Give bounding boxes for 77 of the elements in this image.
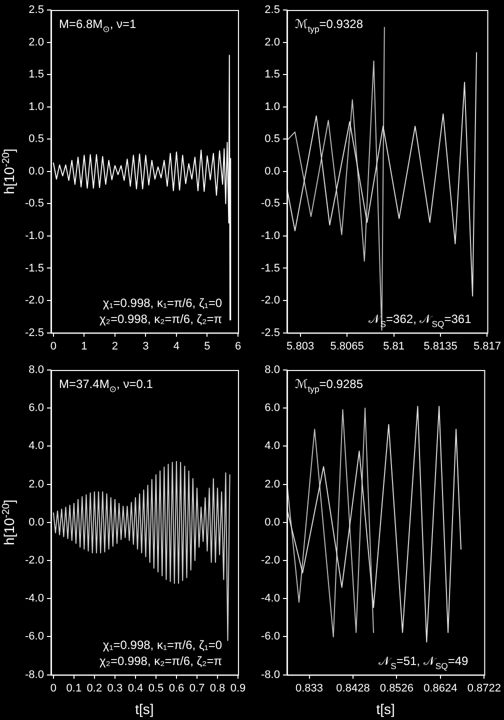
y-tick-label: 0.5 bbox=[28, 133, 44, 146]
y-tick-label: -1.5 bbox=[260, 262, 280, 274]
y-tick-label: -2.5 bbox=[260, 326, 280, 339]
x-tick-label: 1 bbox=[81, 340, 88, 352]
x-tick-label: 0.1 bbox=[66, 682, 82, 694]
y-tick-label: 0.0 bbox=[264, 516, 280, 528]
x-tick-label: 5.8135 bbox=[424, 340, 458, 352]
y-tick-label: 2.0 bbox=[28, 478, 44, 490]
annotation: χ₂=0.998, κ₂=π/6, ζ₂=π bbox=[99, 312, 222, 326]
x-tick-label: 0.2 bbox=[86, 682, 102, 694]
x-tick-label: 4 bbox=[173, 340, 180, 352]
y-tick-label: 8.0 bbox=[264, 364, 280, 376]
x-tick-label: 5.817 bbox=[473, 340, 501, 352]
x-tick-label: 6 bbox=[234, 340, 242, 352]
x-tick-label: 0.9 bbox=[230, 682, 246, 694]
x-tick-label: 0.4 bbox=[128, 682, 144, 694]
y-axis-title: h[10-20] bbox=[1, 148, 17, 194]
y-tick-label: -0.5 bbox=[260, 198, 280, 210]
y-tick-label: -2.0 bbox=[260, 294, 280, 307]
y-tick-label: 4.0 bbox=[264, 440, 280, 452]
y-tick-label: 0.0 bbox=[28, 516, 44, 528]
y-tick-label: -2.0 bbox=[24, 294, 44, 307]
y-axis-title: h[10-20] bbox=[1, 500, 17, 546]
annotation: M=6.8M⊙, ν=1 bbox=[58, 17, 137, 34]
x-axis-title: t[s] bbox=[135, 701, 154, 717]
y-tick-label: -1.0 bbox=[24, 230, 44, 242]
annotation: χ₁=0.998, κ₁=π/6, ζ₁=0 bbox=[102, 296, 222, 310]
x-tick-label: 0 bbox=[50, 340, 56, 352]
x-tick-label: 0.7 bbox=[189, 682, 205, 694]
y-tick-label: -8.0 bbox=[24, 668, 44, 681]
x-tick-label: 3 bbox=[142, 340, 149, 352]
x-tick-label: 0.6 bbox=[168, 682, 184, 694]
y-tick-label: 4.0 bbox=[28, 440, 44, 452]
y-tick-label: 1.5 bbox=[264, 68, 280, 81]
annotation: M=37.4M⊙, ν=0.1 bbox=[58, 377, 154, 394]
x-tick-label: 0.8526 bbox=[380, 682, 414, 694]
y-tick-label: 0.5 bbox=[264, 133, 280, 146]
x-axis-title: t[s] bbox=[376, 701, 395, 717]
y-tick-label: 2.5 bbox=[264, 4, 280, 16]
x-tick-label: 5.8065 bbox=[330, 340, 364, 352]
y-tick-label: -4.0 bbox=[260, 592, 280, 605]
x-tick-label: 0.3 bbox=[107, 682, 123, 694]
x-tick-label: 0.8 bbox=[210, 682, 226, 694]
annotation: χ₁=0.998, κ₁=π/6, ζ₁=0 bbox=[102, 638, 222, 652]
y-tick-label: -1.5 bbox=[24, 262, 44, 274]
x-tick-label: 0.8624 bbox=[424, 682, 458, 694]
x-tick-label: 2 bbox=[112, 340, 118, 352]
y-tick-label: 2.0 bbox=[264, 478, 280, 490]
y-tick-label: 0.0 bbox=[264, 165, 280, 178]
y-tick-label: -8.0 bbox=[260, 668, 280, 681]
x-tick-label: 0.8428 bbox=[336, 682, 370, 694]
y-tick-label: 2.5 bbox=[28, 4, 44, 16]
x-tick-label: 5.803 bbox=[286, 340, 314, 352]
y-tick-label: -2.0 bbox=[260, 554, 280, 567]
y-tick-label: -2.5 bbox=[24, 326, 44, 339]
annotation: χ₂=0.998, κ₂=π/6, ζ₂=π bbox=[99, 654, 222, 668]
x-tick-label: 5 bbox=[204, 340, 210, 352]
y-tick-label: 1.5 bbox=[28, 68, 44, 81]
y-tick-label: 1.0 bbox=[28, 100, 44, 113]
x-tick-label: 0 bbox=[50, 682, 56, 694]
y-tick-label: -6.0 bbox=[24, 630, 44, 643]
y-tick-label: -1.0 bbox=[260, 230, 280, 242]
x-tick-label: 0.8722 bbox=[467, 682, 502, 694]
y-tick-label: 8.0 bbox=[28, 364, 44, 376]
y-tick-label: 6.0 bbox=[264, 402, 280, 414]
x-tick-label: 0.5 bbox=[148, 682, 164, 694]
y-tick-label: -2.0 bbox=[24, 554, 44, 567]
y-tick-label: -0.5 bbox=[24, 198, 44, 210]
y-tick-label: 6.0 bbox=[28, 402, 44, 414]
y-tick-label: -6.0 bbox=[260, 630, 280, 643]
y-tick-label: 1.0 bbox=[264, 100, 280, 113]
x-tick-label: 5.81 bbox=[383, 340, 404, 352]
y-tick-label: 0.0 bbox=[28, 165, 44, 178]
y-tick-label: -4.0 bbox=[24, 592, 44, 605]
y-tick-label: 2.0 bbox=[28, 36, 44, 48]
x-tick-label: 0.833 bbox=[296, 682, 324, 694]
y-tick-label: 2.0 bbox=[264, 36, 280, 48]
